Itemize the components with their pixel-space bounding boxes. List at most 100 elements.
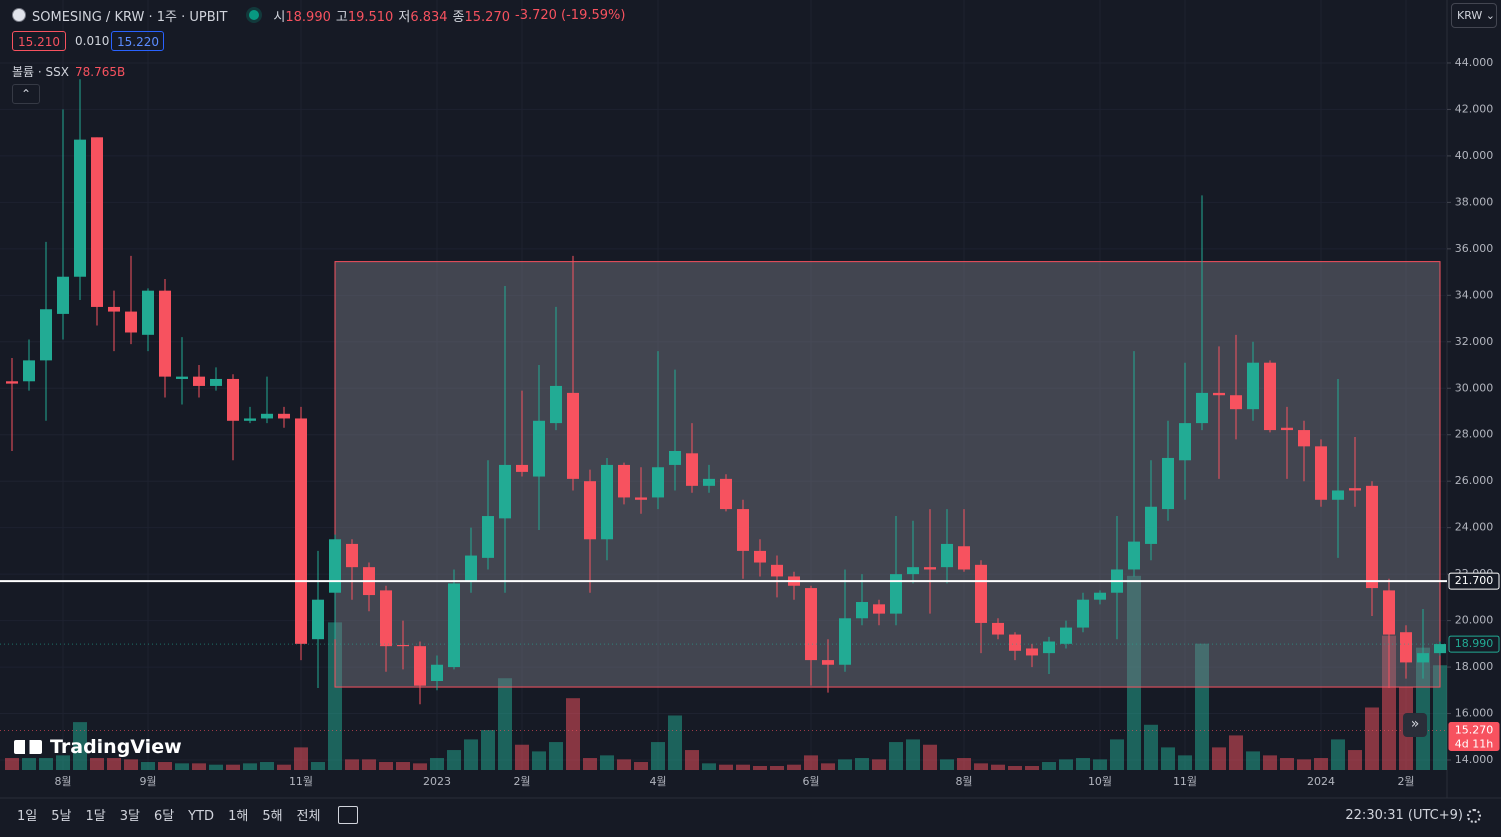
candle-body [720,478,732,510]
range-button[interactable]: YTD [188,809,215,824]
volume-bar [1110,739,1124,770]
candle-body [584,481,596,540]
range-button[interactable]: 5날 [51,809,72,824]
volume-bar [515,744,529,770]
watermark-logo [14,740,42,754]
y-tick-label: 44.000 [1455,56,1494,69]
candle-body [1400,632,1412,663]
clock[interactable]: 22:30:31 (UTC+9) [1345,808,1463,823]
volume-name: 볼륨 · SSX [12,65,69,79]
buy-button[interactable]: 15.220 [111,31,164,51]
candle-body [210,378,222,386]
candle-body [482,516,494,558]
candle-body [1043,641,1055,654]
volume-bar [838,759,852,770]
range-button[interactable]: 1달 [85,809,106,824]
y-tick-label: 40.000 [1455,149,1494,162]
x-tick-label: 11월 [289,775,313,788]
candle-body [890,574,902,614]
volume-bar [736,764,750,770]
y-tick-label: 34.000 [1455,288,1494,301]
x-tick-label: 2월 [513,775,530,788]
candle-body [924,567,936,570]
range-button[interactable]: 전체 [296,809,321,824]
candle-body [635,497,647,500]
candle-body [1128,541,1140,570]
collapse-button[interactable]: ⌃ [12,84,40,104]
y-tick-label: 20.000 [1455,614,1494,627]
y-tick-label: 32.000 [1455,335,1494,348]
candle-body [414,646,426,686]
ohlc-key: 시 [273,9,286,25]
volume-bar [1076,758,1090,770]
x-tick-label: 2023 [423,775,451,788]
volume-bar [124,759,138,770]
candle-body [1094,592,1106,600]
range-button[interactable]: 6달 [153,809,175,824]
watermark-text: TradingView [50,736,182,758]
range-button[interactable]: 1해 [228,809,249,824]
volume-bar [974,763,988,770]
x-tick-label: 2024 [1307,775,1335,788]
volume-bar [447,750,461,770]
candle-body [601,464,613,540]
volume-bar [1212,747,1226,770]
x-tick-label: 9월 [139,775,156,788]
volume-bar [481,730,495,770]
volume-bar [668,715,682,770]
candle-body [533,420,545,477]
volume-bar [1331,739,1345,770]
price-label: 15.270 [1455,724,1494,737]
volume-bar [719,764,733,770]
candle-body [6,381,18,384]
volume-bar [243,763,257,770]
candle-body [1298,430,1310,447]
volume-bar [991,764,1005,770]
ohlc-value: 19.510 [347,9,394,25]
x-tick-label: 2월 [1397,775,1414,788]
candle-body [516,464,528,472]
y-tick-label: 28.000 [1455,428,1494,441]
candle-body [652,467,664,498]
candle-body [1026,648,1038,656]
scroll-to-latest[interactable]: » [1403,713,1427,737]
sell-button[interactable]: 15.210 [12,31,66,51]
currency-button[interactable]: KRW ⌄ [1451,3,1497,28]
volume-bar [260,762,274,770]
candle-body [227,378,239,421]
range-button[interactable]: 3달 [119,809,140,824]
candle-body [329,539,341,593]
candle-body [567,392,579,479]
symbol-title[interactable]: SOMESING / KRW · 1주 · UPBIT [32,9,228,25]
volume-bar [1059,759,1073,770]
spread: 0.010 [75,34,110,48]
ohlc-values: 시18.990 고19.510 저6.834 종15.270 [273,6,515,25]
candle-body [261,413,273,419]
volume-bar [855,758,869,770]
symbol-header: SOMESING / KRW · 1주 · UPBIT 시18.990 고19.5… [12,6,626,25]
volume-bar [277,764,291,770]
volume-legend: 볼륨 · SSX 78.765B [12,63,125,80]
volume-bar [804,755,818,770]
volume-bar [1093,759,1107,770]
candle-body [1162,457,1174,510]
volume-bar [566,698,580,770]
goto-date-button[interactable] [338,806,358,824]
candle-body [108,306,120,312]
candle-body [278,413,290,419]
candle-body [805,588,817,661]
x-tick-label: 8월 [54,775,71,788]
volume-bar [1314,758,1328,770]
volume-bar [5,758,19,770]
candle-body [193,376,205,386]
candle-body [431,664,443,682]
settings-button[interactable] [1467,809,1481,823]
market-status[interactable] [249,10,260,20]
range-button[interactable]: 1일 [17,809,38,824]
volume-bar [1229,735,1243,770]
price-change: -3.720 (-19.59%) [515,7,626,23]
ohlc-value: 15.270 [464,9,511,25]
range-button[interactable]: 5해 [262,809,283,824]
